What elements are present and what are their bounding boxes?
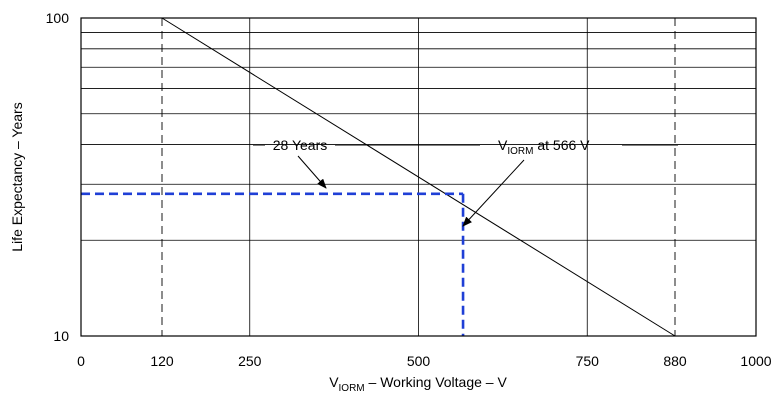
x-tick-labels: 0 120 250 500 750 880 1000 bbox=[77, 353, 772, 369]
y-axis-label: Life Expectancy – Years bbox=[9, 102, 25, 251]
x-axis-label: VIORM – Working Voltage – V bbox=[329, 374, 507, 394]
x-tick-label: 120 bbox=[150, 353, 174, 369]
x-tick-label: 0 bbox=[77, 353, 85, 369]
annotation-years-arrow bbox=[297, 155, 327, 189]
y-tick-label: 10 bbox=[53, 328, 69, 344]
x-tick-label: 250 bbox=[238, 353, 262, 369]
data-series bbox=[81, 17, 676, 337]
plot-frame bbox=[80, 17, 757, 337]
annotation-viorm: VIORM at 566 V bbox=[498, 137, 590, 157]
y-tick-label: 100 bbox=[46, 10, 70, 26]
annotation-years: 28 Years bbox=[273, 137, 328, 153]
x-tick-label: 1000 bbox=[740, 353, 771, 369]
y-tick-labels: 10 100 bbox=[46, 10, 70, 344]
x-tick-label: 880 bbox=[663, 353, 687, 369]
series-line bbox=[161, 17, 676, 337]
grid-lines bbox=[81, 18, 756, 336]
x-tick-label: 750 bbox=[576, 353, 600, 369]
dashed-reference-lines bbox=[161, 18, 676, 336]
annotation-viorm-arrow bbox=[462, 159, 525, 227]
x-tick-label: 500 bbox=[407, 353, 431, 369]
